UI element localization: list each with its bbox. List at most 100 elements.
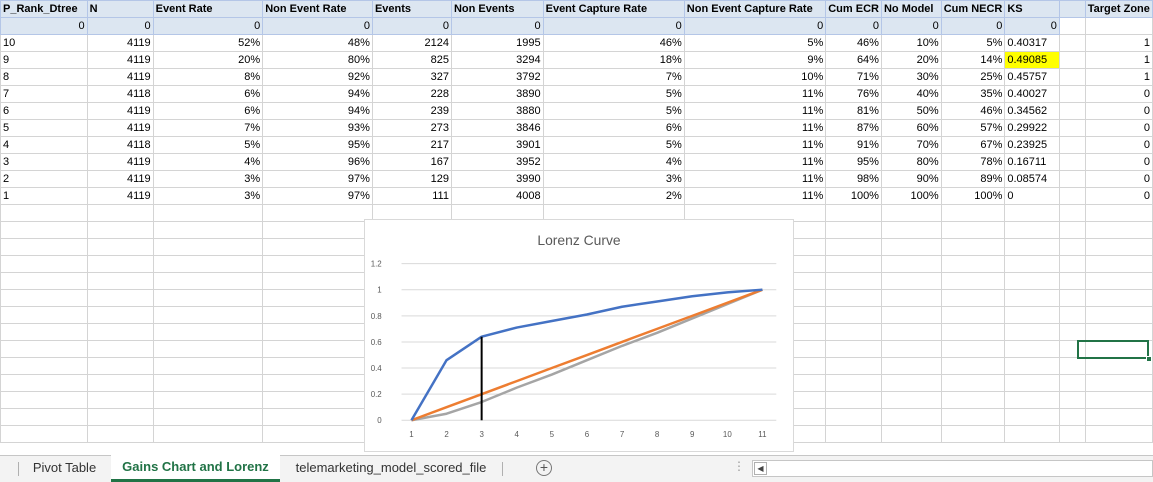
empty-cell[interactable]: [880, 340, 942, 358]
cell-cnecr[interactable]: 89%: [940, 170, 1006, 188]
cell-necr[interactable]: 10%: [683, 68, 827, 86]
empty-cell[interactable]: [152, 408, 264, 426]
empty-cell[interactable]: [152, 272, 264, 290]
zero-cell[interactable]: 0: [371, 17, 452, 35]
cell-ev[interactable]: 111: [371, 187, 452, 205]
zero-cell[interactable]: 0: [940, 17, 1006, 35]
empty-cell[interactable]: [262, 204, 373, 222]
cell-ev[interactable]: 327: [371, 68, 452, 86]
zero-cell[interactable]: 0: [0, 17, 88, 35]
empty-cell[interactable]: [0, 374, 88, 392]
empty-cell[interactable]: [152, 323, 264, 341]
cell-cecr[interactable]: 91%: [825, 136, 882, 154]
cell-ecr[interactable]: 5%: [542, 85, 685, 103]
empty-cell[interactable]: [880, 221, 942, 239]
empty-cell[interactable]: [152, 289, 264, 307]
empty-cell[interactable]: [940, 391, 1006, 409]
cell-cnecr[interactable]: 57%: [940, 119, 1006, 137]
empty-cell[interactable]: [86, 408, 154, 426]
empty-cell[interactable]: [1058, 323, 1086, 341]
cell-cecr[interactable]: 81%: [825, 102, 882, 120]
cell-ks[interactable]: 0.08574: [1004, 170, 1060, 188]
empty-cell[interactable]: [0, 289, 88, 307]
cell-tz[interactable]: 0: [1084, 170, 1153, 188]
empty-cell[interactable]: [1004, 425, 1060, 443]
cell-tz[interactable]: 0: [1084, 136, 1153, 154]
cell-blank[interactable]: [1058, 187, 1086, 205]
cell-cnecr[interactable]: 14%: [940, 51, 1006, 69]
cell-ecr[interactable]: 46%: [542, 34, 685, 52]
cell-necr[interactable]: 11%: [683, 85, 827, 103]
cell-ner[interactable]: 94%: [262, 85, 373, 103]
cell-n[interactable]: 4118: [86, 85, 154, 103]
split-handle-icon[interactable]: ⋮: [733, 459, 745, 473]
cell-rank[interactable]: 3: [0, 153, 88, 171]
cell-nm[interactable]: 40%: [880, 85, 942, 103]
cell-tz[interactable]: 1: [1084, 51, 1153, 69]
cell-cnecr[interactable]: 5%: [940, 34, 1006, 52]
empty-cell[interactable]: [152, 221, 264, 239]
empty-cell[interactable]: [152, 357, 264, 375]
cell-n[interactable]: 4119: [86, 51, 154, 69]
empty-cell[interactable]: [86, 289, 154, 307]
empty-cell[interactable]: [0, 425, 88, 443]
empty-cell[interactable]: [1004, 357, 1060, 375]
cell-er[interactable]: 8%: [152, 68, 264, 86]
cell-cecr[interactable]: 46%: [825, 34, 882, 52]
cell-nm[interactable]: 30%: [880, 68, 942, 86]
cell-cnecr[interactable]: 25%: [940, 68, 1006, 86]
empty-cell[interactable]: [152, 340, 264, 358]
empty-cell[interactable]: [880, 272, 942, 290]
empty-cell[interactable]: [1004, 255, 1060, 273]
zero-cell[interactable]: [1084, 17, 1153, 35]
cell-rank[interactable]: 2: [0, 170, 88, 188]
empty-cell[interactable]: [880, 425, 942, 443]
column-header-cell[interactable]: [1058, 0, 1086, 18]
empty-cell[interactable]: [880, 357, 942, 375]
cell-ner[interactable]: 97%: [262, 170, 373, 188]
empty-cell[interactable]: [1084, 357, 1153, 375]
cell-necr[interactable]: 5%: [683, 34, 827, 52]
empty-cell[interactable]: [0, 255, 88, 273]
empty-cell[interactable]: [262, 374, 373, 392]
empty-cell[interactable]: [825, 221, 882, 239]
empty-cell[interactable]: [262, 272, 373, 290]
zero-cell[interactable]: 0: [825, 17, 882, 35]
empty-cell[interactable]: [1058, 425, 1086, 443]
zero-cell[interactable]: 0: [450, 17, 544, 35]
cell-cnecr[interactable]: 35%: [940, 85, 1006, 103]
cell-ev[interactable]: 239: [371, 102, 452, 120]
cell-ks[interactable]: 0.16711: [1004, 153, 1060, 171]
cell-nm[interactable]: 60%: [880, 119, 942, 137]
cell-nm[interactable]: 80%: [880, 153, 942, 171]
empty-cell[interactable]: [1058, 289, 1086, 307]
lorenz-curve-chart[interactable]: Lorenz Curve 0 0.2 0.4 0.6 0.8 1 1.2 1 2 3 4 5 6 7 8 9 10…: [364, 219, 794, 452]
empty-cell[interactable]: [152, 425, 264, 443]
cell-necr[interactable]: 11%: [683, 170, 827, 188]
empty-cell[interactable]: [0, 272, 88, 290]
tab-gains-chart-and-lorenz[interactable]: Gains Chart and Lorenz: [111, 455, 280, 482]
cell-ecr[interactable]: 18%: [542, 51, 685, 69]
empty-cell[interactable]: [825, 289, 882, 307]
empty-cell[interactable]: [825, 255, 882, 273]
cell-cecr[interactable]: 64%: [825, 51, 882, 69]
empty-cell[interactable]: [152, 238, 264, 256]
empty-cell[interactable]: [1058, 408, 1086, 426]
cell-n[interactable]: 4119: [86, 102, 154, 120]
cell-cecr[interactable]: 87%: [825, 119, 882, 137]
empty-cell[interactable]: [1058, 306, 1086, 324]
cell-cecr[interactable]: 76%: [825, 85, 882, 103]
cell-ks[interactable]: 0.40317: [1004, 34, 1060, 52]
cell-nev[interactable]: 3901: [450, 136, 544, 154]
empty-cell[interactable]: [940, 289, 1006, 307]
empty-cell[interactable]: [86, 306, 154, 324]
cell-blank[interactable]: [1058, 34, 1086, 52]
empty-cell[interactable]: [262, 408, 373, 426]
empty-cell[interactable]: [825, 408, 882, 426]
cell-ner[interactable]: 80%: [262, 51, 373, 69]
cell-cnecr[interactable]: 78%: [940, 153, 1006, 171]
empty-cell[interactable]: [940, 425, 1006, 443]
zero-cell[interactable]: 0: [262, 17, 373, 35]
empty-cell[interactable]: [880, 289, 942, 307]
empty-cell[interactable]: [940, 408, 1006, 426]
